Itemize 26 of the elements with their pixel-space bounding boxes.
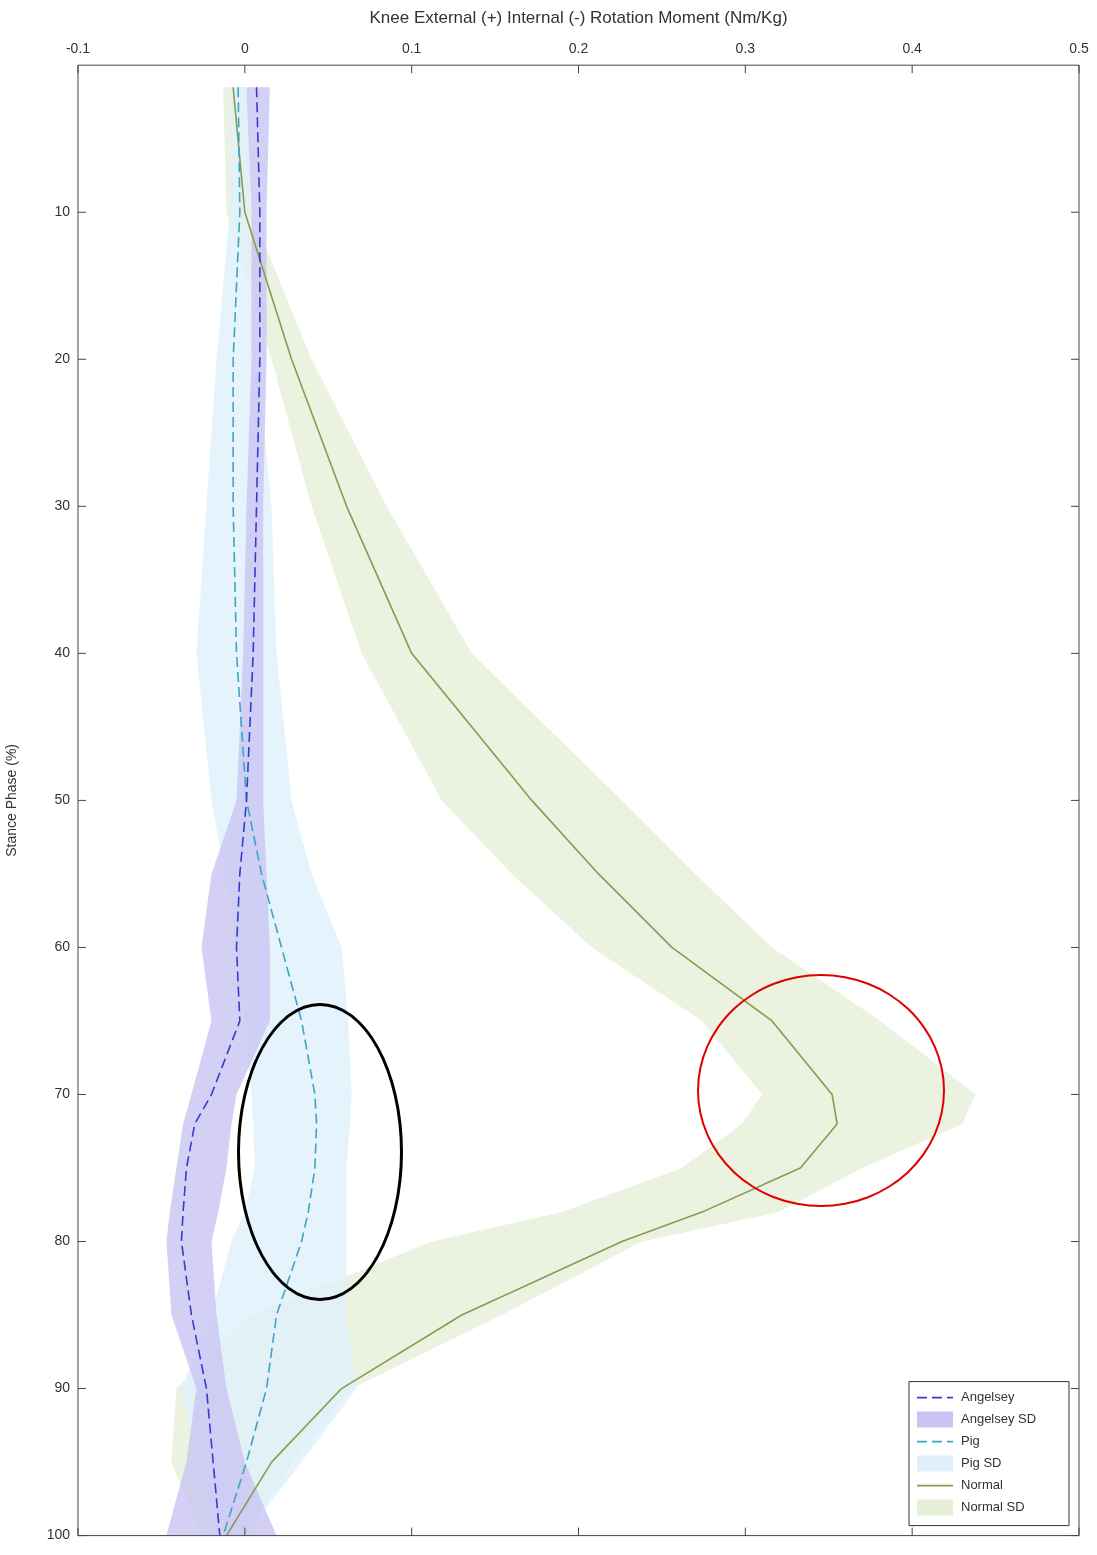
x-tick-label: -0.1 xyxy=(65,39,91,56)
legend-label: Normal xyxy=(961,1477,1004,1493)
y-tick-label: 70 xyxy=(54,1085,71,1102)
x-axis-title: Knee External (+) Internal (-) Rotation Moment (Nm/Kg) xyxy=(369,7,788,27)
x-tick-label: 0.5 xyxy=(1069,39,1089,56)
line-series xyxy=(180,86,261,1536)
x-tick-label: 0 xyxy=(240,39,249,56)
legend-label: Angelsey SD xyxy=(961,1411,1037,1427)
y-tick-label: 30 xyxy=(54,497,71,514)
y-tick-label: 50 xyxy=(54,791,71,808)
x-tick-label: 0.2 xyxy=(568,39,589,56)
x-tick-label: 0.4 xyxy=(902,39,923,56)
y-tick-label: 10 xyxy=(54,203,71,220)
y-tick-label: 40 xyxy=(54,644,71,661)
y-tick-label: 100 xyxy=(46,1526,71,1543)
legend-label: Angelsey xyxy=(961,1389,1015,1405)
y-axis-title: Stance Phase (%) xyxy=(3,743,20,857)
y-tick-label: 80 xyxy=(54,1232,71,1249)
legend-label: Pig SD xyxy=(961,1455,1002,1471)
y-tick-label: 90 xyxy=(54,1379,71,1396)
x-tick-label: 0.3 xyxy=(735,39,756,56)
x-tick-label: 0.1 xyxy=(401,39,422,56)
legend-label: Normal SD xyxy=(961,1499,1025,1515)
y-tick-label: 60 xyxy=(54,938,71,955)
y-tick-label: 20 xyxy=(54,350,71,367)
legend-label: Pig xyxy=(961,1433,980,1449)
